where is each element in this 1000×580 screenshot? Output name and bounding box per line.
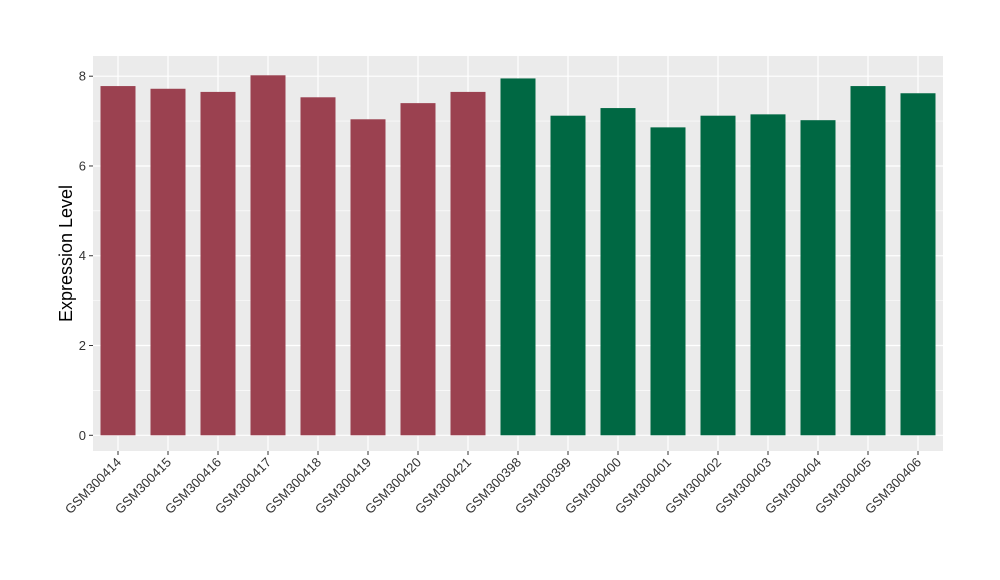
bar-GSM300421	[450, 91, 486, 436]
bar-GSM300420	[400, 103, 436, 436]
bar-GSM300406	[900, 93, 936, 436]
y-tick-label: 0	[79, 428, 86, 443]
bar-GSM300402	[700, 115, 736, 436]
bar-GSM300418	[300, 97, 336, 436]
bar-GSM300419	[350, 119, 386, 436]
x-axis: GSM300414GSM300415GSM300416GSM300417GSM3…	[62, 451, 924, 517]
y-tick-label: 6	[79, 158, 86, 173]
y-axis: 0 2 4 6 8	[79, 69, 93, 443]
bar-GSM300414	[100, 86, 136, 436]
bar-GSM300416	[200, 91, 236, 436]
bar-GSM300399	[550, 115, 586, 436]
bars	[100, 75, 936, 436]
bar-GSM300403	[750, 114, 786, 436]
y-tick-label: 4	[79, 248, 86, 263]
bar-GSM300400	[600, 108, 636, 436]
y-tick-label: 2	[79, 338, 86, 353]
y-axis-title: Expression Level	[56, 185, 76, 322]
y-tick-label: 8	[79, 69, 86, 84]
bar-GSM300415	[150, 88, 186, 436]
bar-GSM300398	[500, 78, 536, 436]
bar-GSM300405	[850, 86, 886, 436]
bar-GSM300401	[650, 127, 686, 436]
bar-GSM300404	[800, 120, 836, 436]
bar-GSM300417	[250, 75, 286, 436]
